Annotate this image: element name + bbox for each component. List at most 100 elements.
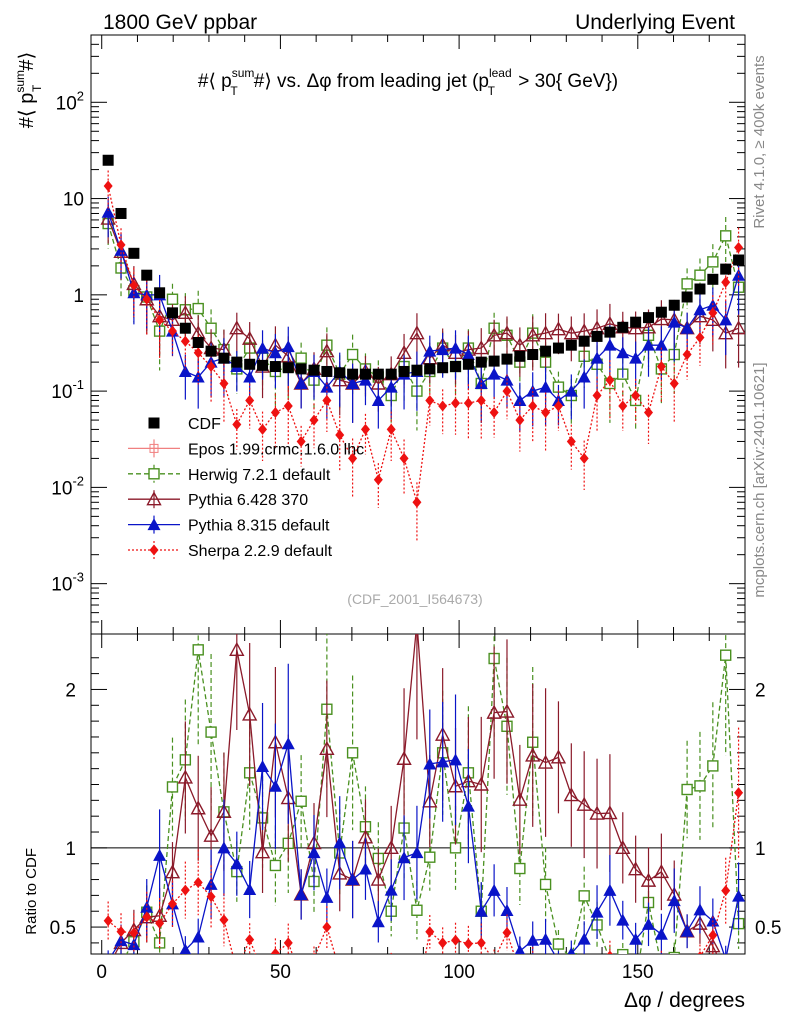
- ratio-point: [525, 747, 541, 762]
- data-point: [219, 377, 229, 389]
- cdf-point: [591, 330, 603, 342]
- cdf-point: [359, 368, 371, 380]
- data-point: [438, 400, 448, 412]
- data-point: [486, 327, 502, 342]
- y-tick-label: 102: [56, 88, 84, 114]
- cdf-point: [321, 365, 333, 377]
- cdf-point: [334, 367, 346, 379]
- ratio-point: [412, 994, 421, 1005]
- cdf-point: [565, 339, 577, 351]
- data-point: [502, 385, 512, 397]
- cdf-point: [192, 336, 204, 348]
- cdf-point: [488, 355, 500, 367]
- y-tick-label: 10-3: [51, 570, 84, 596]
- ratio-y-axis-label: Ratio to CDF: [23, 848, 40, 935]
- legend-marker: [149, 544, 159, 556]
- ratio-point: [707, 760, 719, 772]
- ratio-point: [193, 877, 203, 889]
- ratio-point: [179, 943, 192, 954]
- ratio-point: [539, 878, 552, 891]
- ratio-point: [578, 890, 590, 902]
- data-point: [425, 394, 435, 406]
- data-point: [476, 394, 486, 406]
- ratio-point: [269, 859, 282, 872]
- cdf-point: [347, 368, 359, 380]
- ratio-point: [346, 873, 360, 886]
- data-point: [177, 304, 194, 320]
- cdf-point: [643, 312, 655, 324]
- series-cdf: [102, 154, 745, 380]
- ratio-point: [461, 799, 475, 812]
- cdf-point: [308, 364, 320, 376]
- y-tick-label: 10: [63, 190, 84, 211]
- cdf-point: [282, 362, 294, 374]
- ratio-point: [463, 938, 473, 950]
- data-point: [512, 337, 528, 352]
- data-point: [449, 341, 463, 354]
- data-point: [399, 452, 409, 464]
- ratio-point: [593, 962, 602, 973]
- header-left: 1800 GeV ppbar: [103, 11, 257, 34]
- cdf-point: [552, 342, 564, 354]
- data-point: [681, 278, 693, 290]
- ratio-point: [232, 965, 241, 976]
- ratio-point: [103, 915, 113, 927]
- ratio-point: [616, 913, 630, 926]
- legend-marker: [148, 468, 160, 480]
- cdf-point: [102, 154, 114, 166]
- ratio-point: [191, 930, 205, 943]
- ratio-point: [605, 955, 615, 965]
- ratio-tick-label: 1: [65, 839, 76, 860]
- ratio-point: [451, 934, 461, 946]
- ratio-point: [127, 938, 141, 951]
- data-point: [682, 349, 692, 361]
- ratio-point: [335, 965, 344, 976]
- x-tick-label: 150: [622, 962, 654, 983]
- data-point: [281, 340, 295, 353]
- data-point: [721, 276, 731, 288]
- ratio-point: [515, 966, 524, 977]
- data-point: [734, 242, 744, 254]
- data-point: [720, 230, 732, 242]
- cdf-point: [540, 345, 552, 357]
- ratio-point: [656, 960, 666, 970]
- cdf-point: [398, 365, 410, 377]
- ratio-point: [425, 926, 435, 938]
- ratio-point: [563, 787, 579, 802]
- data-point: [693, 303, 707, 316]
- ratio-point: [512, 791, 528, 806]
- data-point: [206, 361, 216, 373]
- data-point: [295, 352, 307, 364]
- cdf-point: [166, 307, 178, 319]
- ratio-point: [589, 805, 605, 820]
- y-axis-label: #⟨ psum T#⟩: [13, 52, 44, 129]
- ratio-point: [567, 946, 576, 954]
- ratio-point: [180, 884, 190, 896]
- ratio-point: [487, 883, 501, 896]
- cdf-point: [244, 358, 256, 370]
- ratio-tick-label: 1: [755, 839, 766, 860]
- x-tick-label: 0: [96, 962, 107, 983]
- ratio-point: [294, 887, 308, 900]
- data-point: [193, 347, 203, 359]
- ratio-point: [552, 955, 565, 967]
- data-point: [283, 400, 293, 412]
- cdf-point: [385, 368, 397, 380]
- ratio-point: [627, 861, 644, 876]
- data-point: [707, 256, 719, 268]
- data-point: [539, 380, 553, 393]
- ratio-point: [502, 927, 512, 939]
- ratio-point: [204, 877, 218, 890]
- cdf-point: [462, 358, 474, 370]
- cdf-point: [668, 299, 680, 311]
- cdf-point: [154, 287, 166, 299]
- ratio-point: [490, 954, 499, 965]
- data-point: [373, 474, 383, 486]
- data-point: [513, 393, 527, 406]
- data-point: [129, 280, 139, 292]
- cdf-point: [450, 361, 462, 373]
- ratio-point: [640, 872, 657, 887]
- cdf-point: [179, 322, 191, 334]
- data-point: [294, 376, 308, 389]
- legend-marker: [147, 518, 161, 531]
